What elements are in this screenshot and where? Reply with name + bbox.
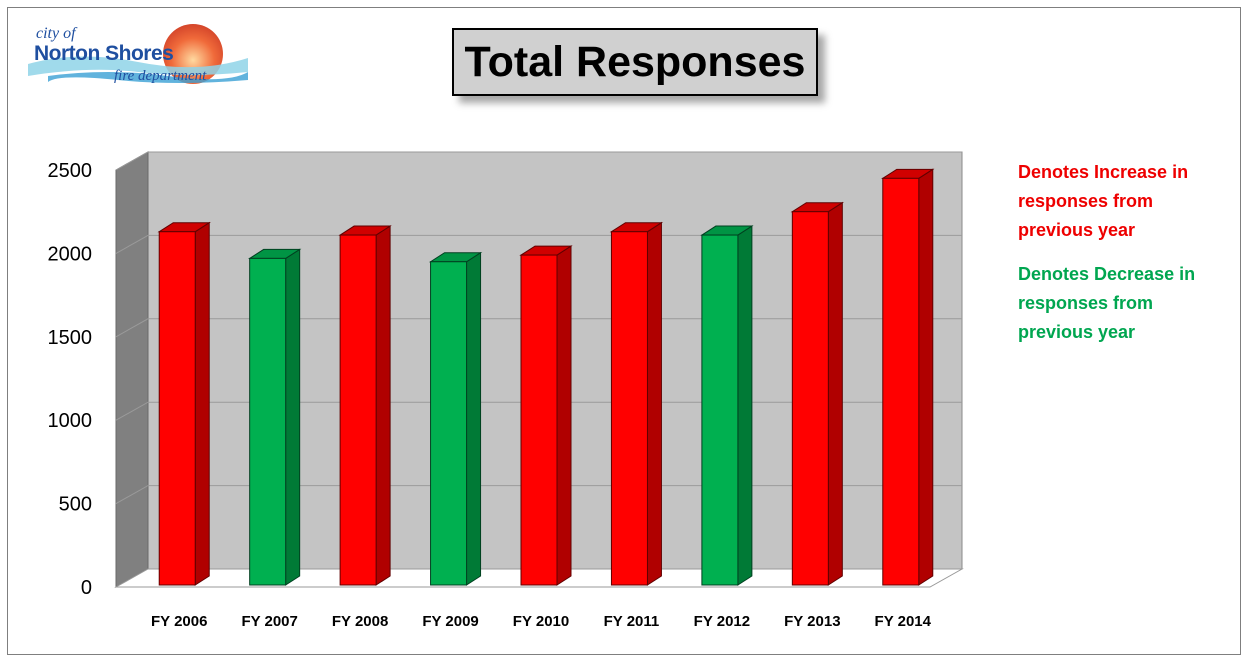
slide-frame <box>7 7 1241 655</box>
y-tick-label: 1000 <box>48 410 93 432</box>
gridline <box>115 151 962 171</box>
bar-side <box>375 225 391 586</box>
logo-city-of: city of <box>36 25 78 42</box>
x-tick-label: FY 2006 <box>151 613 207 630</box>
x-tick-label: FY 2014 <box>875 613 932 630</box>
y-tick-label: 1500 <box>48 327 93 349</box>
wave-icon <box>28 56 248 76</box>
logo-name: Norton Shores <box>34 42 173 65</box>
bar-side <box>194 221 210 586</box>
x-tick-label: FY 2013 <box>784 613 840 630</box>
chart-title-box: Total Responses <box>452 28 818 96</box>
x-tick-label: FY 2009 <box>422 613 478 630</box>
y-tick-label: 2000 <box>48 243 93 265</box>
bar <box>701 234 739 586</box>
bar <box>339 234 377 586</box>
bar-side <box>646 221 662 586</box>
bar-side <box>827 201 843 586</box>
gridline <box>115 485 962 505</box>
logo-graphic: city of Norton Shores fire department <box>28 24 248 84</box>
bar <box>882 177 920 586</box>
logo-fire-department: fire department <box>114 68 207 84</box>
x-tick-label: FY 2011 <box>604 613 660 630</box>
chart-title: Total Responses <box>464 37 806 86</box>
bar-side <box>737 225 753 586</box>
bar <box>610 231 648 586</box>
legend: Denotes Increase in responses from previ… <box>1018 158 1228 347</box>
x-tick-label: FY 2007 <box>241 613 297 630</box>
bar-side <box>556 245 572 586</box>
y-tick-label: 2500 <box>48 160 93 182</box>
bar <box>430 261 468 586</box>
x-tick-label: FY 2010 <box>513 613 569 630</box>
legend-increase-text: Denotes Increase in responses from previ… <box>1018 162 1189 240</box>
norton-shores-logo: city of Norton Shores fire department <box>28 20 248 92</box>
x-tick-label: FY 2008 <box>332 613 388 630</box>
gridline <box>115 401 962 421</box>
x-tick-label: FY 2012 <box>694 613 750 630</box>
bar-side <box>918 168 934 586</box>
bar-side <box>285 248 301 586</box>
bar-side <box>466 251 482 586</box>
legend-decrease-text: Denotes Decrease in responses from previ… <box>1018 264 1196 342</box>
chart-side-wall <box>115 151 149 588</box>
bar <box>520 254 558 586</box>
y-tick-label: 500 <box>59 494 92 516</box>
bar <box>249 257 287 586</box>
bar <box>158 231 196 586</box>
gridline <box>115 318 962 338</box>
bar <box>791 211 829 586</box>
gridline <box>115 234 962 254</box>
y-tick-label: 0 <box>81 577 92 599</box>
